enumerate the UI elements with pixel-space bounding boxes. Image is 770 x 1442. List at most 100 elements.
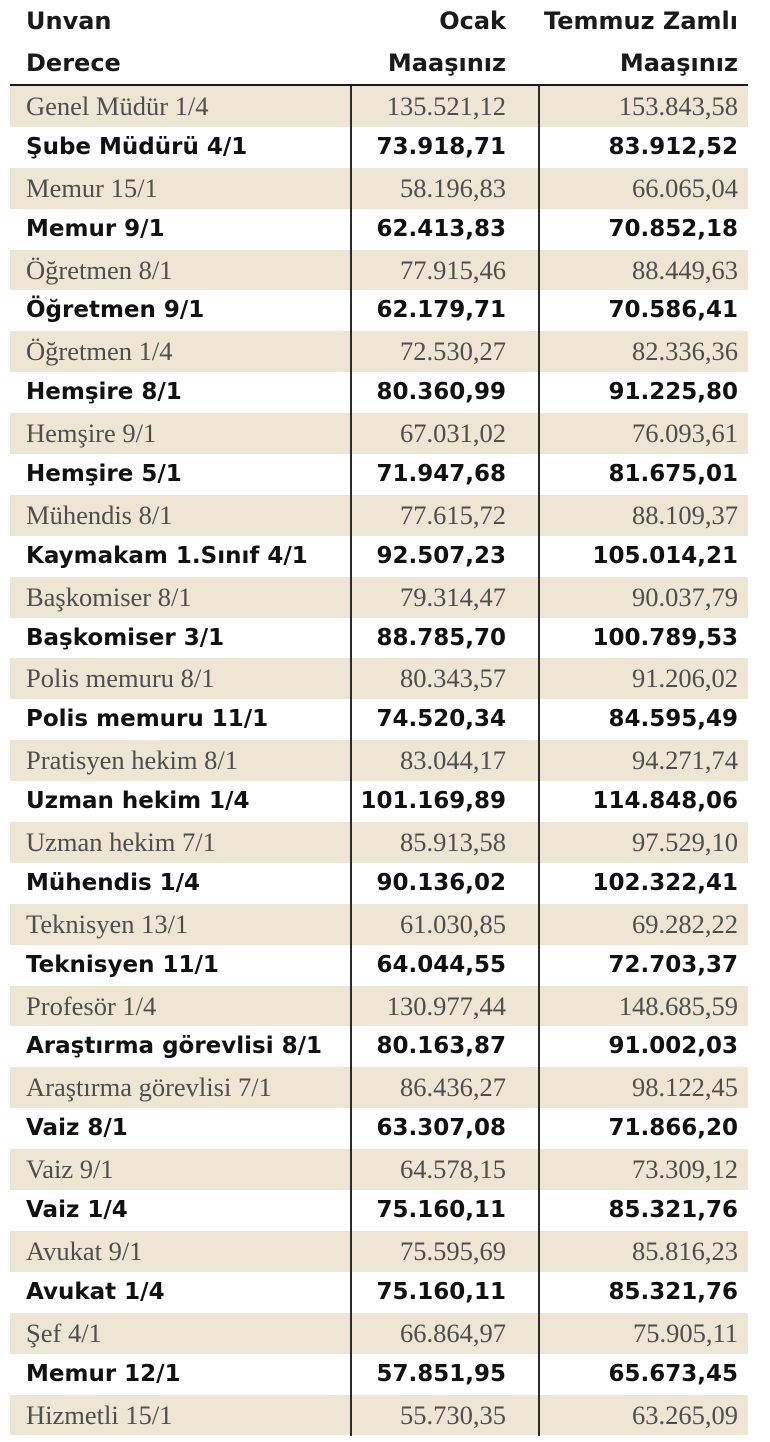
header-title-label: Unvan <box>26 7 112 35</box>
header-grade-label: Derece <box>26 49 121 77</box>
table-row: Memur 15/1 58.196,83 66.065,04 <box>10 167 748 209</box>
title-grade-cell: Vaiz 1/4 <box>26 1197 128 1224</box>
january-salary-cell: 77.915,46 <box>400 254 506 285</box>
title-grade-cell: Kaymakam 1.Sınıf 4/1 <box>26 542 308 569</box>
table-row: Teknisyen 13/1 61.030,85 69.282,22 <box>10 903 748 945</box>
january-salary-cell: 86.436,27 <box>400 1072 506 1103</box>
july-raised-salary-cell: 88.449,63 <box>632 254 738 285</box>
title-grade-cell: Uzman hekim 7/1 <box>26 827 216 858</box>
column-divider <box>538 86 540 1436</box>
july-raised-salary-cell: 83.912,52 <box>608 133 739 160</box>
table-row: Öğretmen 9/1 62.179,71 70.586,41 <box>10 290 748 331</box>
title-grade-cell: Öğretmen 1/4 <box>26 336 173 367</box>
july-raised-salary-cell: 98.122,45 <box>632 1072 738 1103</box>
title-grade-cell: Şube Müdürü 4/1 <box>26 133 248 160</box>
title-grade-cell: Başkomiser 8/1 <box>26 581 192 612</box>
january-salary-cell: 101.169,89 <box>360 788 506 815</box>
january-salary-cell: 75.160,11 <box>376 1197 507 1224</box>
july-raised-salary-cell: 102.322,41 <box>592 869 738 896</box>
july-raised-salary-cell: 90.037,79 <box>632 581 738 612</box>
title-grade-cell: Uzman hekim 1/4 <box>26 788 250 815</box>
title-grade-cell: Mühendis 8/1 <box>26 499 173 530</box>
january-salary-cell: 67.031,02 <box>400 418 506 449</box>
january-salary-cell: 79.314,47 <box>400 581 506 612</box>
january-salary-cell: 64.044,55 <box>376 951 507 978</box>
january-salary-cell: 80.163,87 <box>376 1033 507 1060</box>
january-salary-cell: 58.196,83 <box>400 172 506 203</box>
title-grade-cell: Teknisyen 13/1 <box>26 908 189 939</box>
july-raised-salary-cell: 65.673,45 <box>608 1360 739 1387</box>
table-row: Avukat 1/4 75.160,11 85.321,76 <box>10 1272 748 1313</box>
july-raised-salary-cell: 70.586,41 <box>608 297 739 324</box>
january-salary-cell: 77.615,72 <box>400 499 506 530</box>
column-divider <box>350 86 352 1436</box>
title-grade-cell: Araştırma görevlisi 7/1 <box>26 1072 272 1103</box>
table-row: Şef 4/1 66.864,97 75.905,11 <box>10 1312 748 1354</box>
table-row: Mühendis 1/4 90.136,02 102.322,41 <box>10 863 748 904</box>
table-row: Uzman hekim 7/1 85.913,58 97.529,10 <box>10 822 748 863</box>
title-grade-cell: Profesör 1/4 <box>26 990 157 1021</box>
title-grade-cell: Polis memuru 11/1 <box>26 706 269 733</box>
july-raised-salary-cell: 88.109,37 <box>632 499 738 530</box>
table-row: Öğretmen 1/4 72.530,27 82.336,36 <box>10 331 748 373</box>
table-row: Polis memuru 8/1 80.343,57 91.206,02 <box>10 658 748 700</box>
table-row: Teknisyen 11/1 64.044,55 72.703,37 <box>10 945 748 986</box>
january-salary-cell: 92.507,23 <box>376 542 507 569</box>
january-salary-cell: 71.947,68 <box>376 461 507 488</box>
table-row: Araştırma görevlisi 7/1 86.436,27 98.122,4… <box>10 1067 748 1109</box>
january-salary-cell: 55.730,35 <box>400 1399 506 1430</box>
header-july-salary-label: Maaşınız <box>619 49 738 77</box>
table-body: Genel Müdür 1/4 135.521,12 153.843,58 Şube … <box>10 86 748 1436</box>
july-raised-salary-cell: 63.265,09 <box>632 1399 738 1430</box>
table-row: Hemşire 5/1 71.947,68 81.675,01 <box>10 454 748 495</box>
table-row: Hemşire 9/1 67.031,02 76.093,61 <box>10 413 748 455</box>
july-raised-salary-cell: 105.014,21 <box>592 542 738 569</box>
january-salary-cell: 74.520,34 <box>376 706 507 733</box>
table-row: Hemşire 8/1 80.360,99 91.225,80 <box>10 372 748 413</box>
january-salary-cell: 73.918,71 <box>376 133 507 160</box>
july-raised-salary-cell: 76.093,61 <box>632 418 738 449</box>
table-row: Başkomiser 8/1 79.314,47 90.037,79 <box>10 576 748 618</box>
january-salary-cell: 66.864,97 <box>400 1317 506 1348</box>
title-grade-cell: Genel Müdür 1/4 <box>26 91 209 121</box>
july-raised-salary-cell: 94.271,74 <box>632 745 738 776</box>
title-grade-cell: Araştırma görevlisi 8/1 <box>26 1033 323 1060</box>
july-raised-salary-cell: 66.065,04 <box>632 172 738 203</box>
july-raised-salary-cell: 148.685,59 <box>618 990 738 1021</box>
january-salary-cell: 72.530,27 <box>400 336 506 367</box>
title-grade-cell: Hizmetli 15/1 <box>26 1399 173 1430</box>
title-grade-cell: Başkomiser 3/1 <box>26 624 225 651</box>
title-grade-cell: Vaiz 9/1 <box>26 1154 114 1185</box>
table-row: Memur 12/1 57.851,95 65.673,45 <box>10 1354 748 1395</box>
table-row: Memur 9/1 62.413,83 70.852,18 <box>10 209 748 250</box>
january-salary-cell: 85.913,58 <box>400 827 506 858</box>
july-raised-salary-cell: 114.848,06 <box>592 788 738 815</box>
july-raised-salary-cell: 91.225,80 <box>608 379 739 406</box>
july-raised-salary-cell: 91.206,02 <box>632 663 738 694</box>
title-grade-cell: Memur 9/1 <box>26 215 165 242</box>
header-july-label: Temmuz Zamlı <box>544 7 738 35</box>
title-grade-cell: Öğretmen 8/1 <box>26 254 173 285</box>
july-raised-salary-cell: 84.595,49 <box>608 706 739 733</box>
table-row: Vaiz 1/4 75.160,11 85.321,76 <box>10 1190 748 1231</box>
table-row: Mühendis 8/1 77.615,72 88.109,37 <box>10 494 748 536</box>
july-raised-salary-cell: 97.529,10 <box>632 827 738 858</box>
title-grade-cell: Hemşire 5/1 <box>26 461 182 488</box>
title-grade-cell: Teknisyen 11/1 <box>26 951 219 978</box>
july-raised-salary-cell: 75.905,11 <box>632 1317 738 1348</box>
july-raised-salary-cell: 85.816,23 <box>632 1235 738 1266</box>
header-january-label: Ocak <box>439 7 506 35</box>
title-grade-cell: Pratisyen hekim 8/1 <box>26 745 238 776</box>
january-salary-cell: 57.851,95 <box>376 1360 507 1387</box>
july-raised-salary-cell: 73.309,12 <box>632 1154 738 1185</box>
table-header: Unvan Derece Ocak Maaşınız Temmuz Zamlı … <box>10 0 748 87</box>
table-row: Vaiz 9/1 64.578,15 73.309,12 <box>10 1149 748 1191</box>
table-row: Kaymakam 1.Sınıf 4/1 92.507,23 105.014,21 <box>10 536 748 577</box>
table-row: Öğretmen 8/1 77.915,46 88.449,63 <box>10 249 748 291</box>
july-raised-salary-cell: 100.789,53 <box>592 624 738 651</box>
july-raised-salary-cell: 70.852,18 <box>608 215 739 242</box>
table-row: Hizmetli 15/1 55.730,35 63.265,09 <box>10 1394 748 1436</box>
july-raised-salary-cell: 85.321,76 <box>608 1278 739 1305</box>
title-grade-cell: Şef 4/1 <box>26 1317 102 1348</box>
